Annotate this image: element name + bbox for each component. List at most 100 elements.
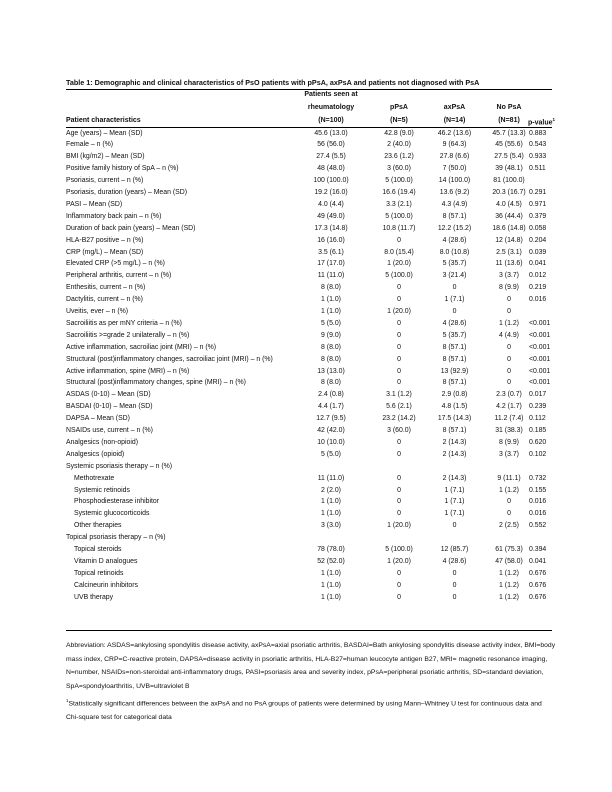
rheumatology-value: 5 (5.0) [321,319,341,327]
rheumatology-value: 1 (1.0) [321,510,341,518]
rheumatology-value: 56 (56.0) [317,141,345,149]
table-row: Active inflammation, sacroiliac joint (M… [66,342,552,354]
nopsa-value: 8 (9.9) [499,284,519,292]
row-label: UVB therapy [74,593,114,601]
table-row: Structural (post)inflammatory changes, s… [66,377,552,389]
axpsa-value: 2 (14.3) [442,438,467,446]
ppsa-value: 0 [397,438,401,446]
ppsa-value: 0 [397,474,401,482]
axpsa-value: 46.2 (13.6) [437,129,472,137]
ppsa-value: 0 [397,331,401,339]
ppsa-value: 2 (40.0) [387,141,411,149]
nopsa-value: 20.3 (16.7) [492,189,526,196]
row-label: BASDAI (0-10) – Mean (SD) [66,403,153,411]
axpsa-value: 17.5 (14.3) [437,415,472,423]
rheumatology-value: 9 (9.0) [321,331,341,339]
axpsa-value: 2 (14.3) [442,474,467,482]
p-value: 0.016 [529,510,547,518]
ppsa-value: 0 [397,379,401,387]
axpsa-value: 13 (92.9) [440,367,469,375]
p-value: 0.041 [529,260,547,268]
ppsa-value: 5 (100.0) [385,177,413,185]
p-value: <0.001 [529,379,551,387]
row-label: Active inflammation, spine (MRI) – n (%) [66,367,190,375]
p-value: 0.112 [529,415,546,423]
row-label: Calcineurin inhibitors [74,581,138,589]
table-title: Table 1: Demographic and clinical charac… [66,78,480,87]
p-value: 0.676 [529,593,547,601]
p-value: 0.219 [529,284,547,292]
row-label: Age (years) – Mean (SD) [66,129,143,137]
table-row: Analgesics (non-opioid) 10 (10.0) 0 2 (14.3… [66,437,552,449]
nopsa-value: 4 (4.9) [499,331,519,339]
table-row: Inflammatory back pain – n (%) 49 (49.0) 5… [66,211,552,223]
ppsa-value: 0 [397,355,401,363]
p-value: <0.001 [529,343,551,351]
ppsa-value: 3.3 (2.1) [386,200,412,208]
ppsa-value: 0 [397,510,401,518]
table-row: UVB therapy 1 (1.0) 0 0 1 (1.2) 0.676 [66,592,552,604]
table-row: Psoriasis, current – n (%) 100 (100.0) 5 (… [66,175,552,187]
table-row: Phosphodiesterase inhibitor 1 (1.0) 0 1 (7.… [66,496,552,508]
row-label: Female – n (%) [66,141,114,149]
nopsa-value: 11 (13.6) [495,260,523,268]
nopsa-value: 4.2 (1.7) [496,403,522,411]
p-value: 0.016 [529,296,547,304]
nopsa-value: 11.2 (7.4) [494,415,524,423]
axpsa-value: 8 (57.1) [442,212,467,220]
axpsa-value: 1 (7.1) [444,296,465,304]
ppsa-value: 23.2 (14.2) [382,415,416,423]
table-row: ASDAS (0-10) – Mean (SD) 2.4 (0.8) 3.1 (1.… [66,389,552,401]
rheumatology-value: 48 (48.0) [317,165,345,173]
p-value: 0.102 [529,450,547,458]
row-label: Topical retinoids [74,569,124,577]
p-value: <0.001 [529,355,551,363]
rheumatology-value: 1 (1.0) [321,593,341,601]
nopsa-value: 1 (1.2) [499,569,519,577]
header-pvalue: p-value1 [528,117,555,126]
p-value: 0.552 [529,522,547,530]
nopsa-value: 39 (48.1) [495,165,523,173]
ppsa-value: 5 (100.0) [385,212,413,220]
header-ppsa: pPsA [390,104,408,111]
row-label: Structural (post)inflammatory changes, s… [66,379,246,387]
row-label: BMI (kg/m2) – Mean (SD) [66,153,145,161]
rheumatology-value: 100 (100.0) [313,177,349,185]
nopsa-value: 45 (55.6) [495,141,523,149]
axpsa-value: 5 (35.7) [442,331,467,339]
row-label: ASDAS (0-10) – Mean (SD) [66,391,151,399]
axpsa-value: 1 (7.1) [444,486,465,494]
table-row: PASI – Mean (SD) 4.0 (4.4) 3.3 (2.1) 4.3 (4… [66,199,552,211]
axpsa-value: 0 [452,522,457,530]
nopsa-value: 9 (11.1) [497,474,521,482]
nopsa-value: 2.3 (0.7) [496,391,522,399]
p-value: 0.017 [529,391,547,399]
ppsa-value: 8.0 (15.4) [384,248,414,256]
nopsa-value: 0 [507,379,511,387]
row-label: Topical psoriasis therapy – n (%) [66,534,166,542]
axpsa-value: 2 (14.3) [442,450,467,458]
ppsa-value: 0 [397,486,401,494]
row-label: CRP (mg/L) – Mean (SD) [66,248,144,256]
ppsa-value: 0 [397,581,401,589]
row-label: Other therapies [74,522,122,530]
rheumatology-value: 1 (1.0) [321,308,341,315]
p-value: <0.001 [529,319,551,327]
header-pvalue-label: p-value [528,119,553,127]
table-row: Systemic glucocorticoids 1 (1.0) 0 1 (7.1) 0… [66,508,552,520]
rheumatology-value: 8 (8.0) [321,284,341,292]
rheumatology-value: 17 (17.0) [317,260,345,268]
rheumatology-value: 42 (42.0) [317,427,345,434]
axpsa-value: 4 (28.6) [442,557,467,565]
axpsa-value: 7 (50.0) [442,165,467,173]
table-row: NSAIDs use, current – n (%) 42 (42.0) 3 (6… [66,425,552,437]
p-value: 0.012 [529,272,547,280]
table-row: Systemic psoriasis therapy – n (%) [66,461,552,473]
axpsa-value: 8 (57.1) [442,379,467,387]
nopsa-value: 3 (3.7) [499,450,519,458]
nopsa-value: 1 (1.2) [499,581,519,589]
rheumatology-value: 3 (3.0) [321,522,341,530]
rheumatology-value: 4.0 (4.4) [318,200,344,208]
row-label: Phosphodiesterase inhibitor [74,498,160,506]
ppsa-value: 0 [397,367,401,375]
